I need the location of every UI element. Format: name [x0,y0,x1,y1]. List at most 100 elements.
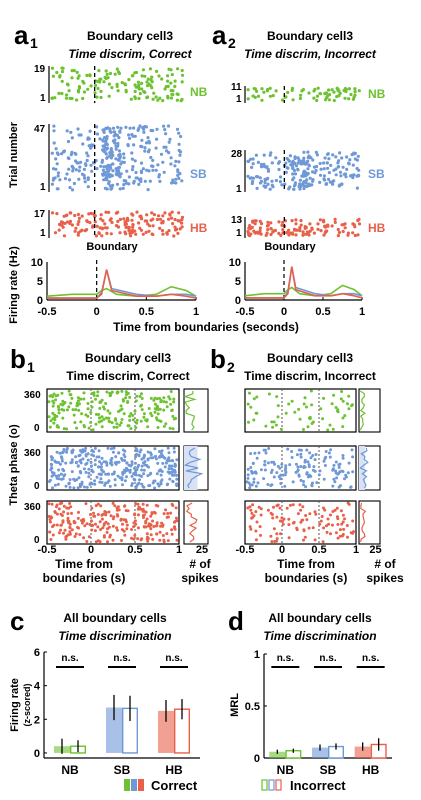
phase-raster-spike [165,483,169,487]
c-ylabel-1: Firing rate [9,678,21,732]
raster-spike [263,178,267,182]
raster-spike [58,74,62,78]
phase-raster-spike [90,453,94,457]
bar-ytick-label: 0.5 [245,701,260,713]
raster-spike [53,231,58,235]
raster-spike [258,230,262,234]
raster-spike [290,86,295,90]
raster-spike [266,87,270,92]
phase-raster-spike [109,514,113,518]
phase-raster-spike [84,470,88,474]
raster-spike [116,219,120,223]
phase-raster-spike [108,420,112,424]
raster-spike [306,159,310,163]
phase-raster-spike [279,482,283,485]
raster-spike [324,182,329,186]
phase-raster-spike [117,460,121,464]
phase-raster-spike [327,451,331,455]
raster-spike [151,224,155,228]
phase-raster-spike [103,483,107,487]
raster-spike [357,222,362,226]
raster-spike [294,233,298,237]
phase-raster-spike [166,512,170,515]
raster-spike [104,210,108,214]
raster-spike [340,156,344,160]
phase-raster-spike [298,503,302,507]
raster-spike [173,217,177,222]
phase-raster-spike [65,450,69,454]
phase-raster-spike [62,427,66,431]
raster-spike [352,152,356,156]
raster-spike [137,87,141,91]
raster-spike [89,143,94,147]
raster-spike [258,181,263,185]
phase-raster-spike [99,477,103,481]
raster-spike [90,169,94,173]
phase-raster-spike [156,408,160,412]
raster-spike [137,221,141,225]
raster-spike [302,171,306,175]
raster-spike [51,167,56,171]
phase-raster-spike [149,411,153,415]
phase-raster-spike [91,470,95,474]
c-subtitle: Time discrimination [58,629,171,643]
phase-raster-spike [100,425,104,429]
raster-spike [98,137,102,141]
raster-spike [322,220,326,224]
phase-raster-spike [162,408,166,412]
phase-raster-spike [149,456,153,460]
raster-spike [70,76,74,80]
raster-spike [77,220,81,224]
phase-raster-spike [341,425,345,429]
phase-raster-spike [302,538,305,542]
phase-raster-spike [117,410,120,413]
raster-spike [277,231,281,235]
phase-raster-spike [302,528,306,532]
phase-raster-spike [128,395,132,399]
phase-raster-spike [106,416,110,420]
phase-raster-spike [75,404,79,408]
phase-raster-spike [60,523,63,527]
phase-raster-spike [164,422,168,426]
phase-raster-spike [68,532,72,536]
phase-raster-spike [98,520,102,524]
phase-raster-spike [47,502,51,506]
phase-raster-spike [121,483,124,487]
phase-raster-spike [141,502,145,506]
raster-spike [151,158,155,162]
phase-raster-spike [70,451,74,455]
raster-spike [119,172,123,176]
phase-raster-spike [59,462,62,466]
raster-spike [115,182,120,186]
phase-xtick-label: 0 [279,544,285,556]
raster-spike [266,182,270,186]
phase-raster-spike [57,531,61,535]
hist-xtick-label: 25 [369,544,381,556]
raster-spike [158,179,162,183]
raster-spike [68,221,72,226]
raster-spike [291,178,295,182]
raster-spike [101,139,105,143]
raster-spike [302,150,306,154]
raster-spike [299,93,303,97]
b-nb-ytop: 360 [24,390,41,401]
phase-raster-spike [246,402,250,406]
phase-raster-spike [54,505,58,509]
raster-spike [255,186,259,190]
raster-spike [285,231,289,235]
raster-spike [147,148,151,152]
phase-raster-frame [46,445,180,491]
phase-raster-spike [96,513,100,516]
phase-raster-spike [340,390,344,393]
phase-raster-spike [275,537,279,541]
phase-raster-spike [155,418,159,422]
phase-raster-spike [336,536,340,540]
fr-ytick-label: 5 [235,276,241,288]
phase-raster-spike [248,483,252,487]
phase-raster-spike [341,456,345,460]
raster-spike [107,94,111,98]
phase-raster-spike [98,416,102,420]
raster-spike [109,147,113,151]
phase-raster-spike [60,451,64,455]
raster-spike [75,161,79,165]
